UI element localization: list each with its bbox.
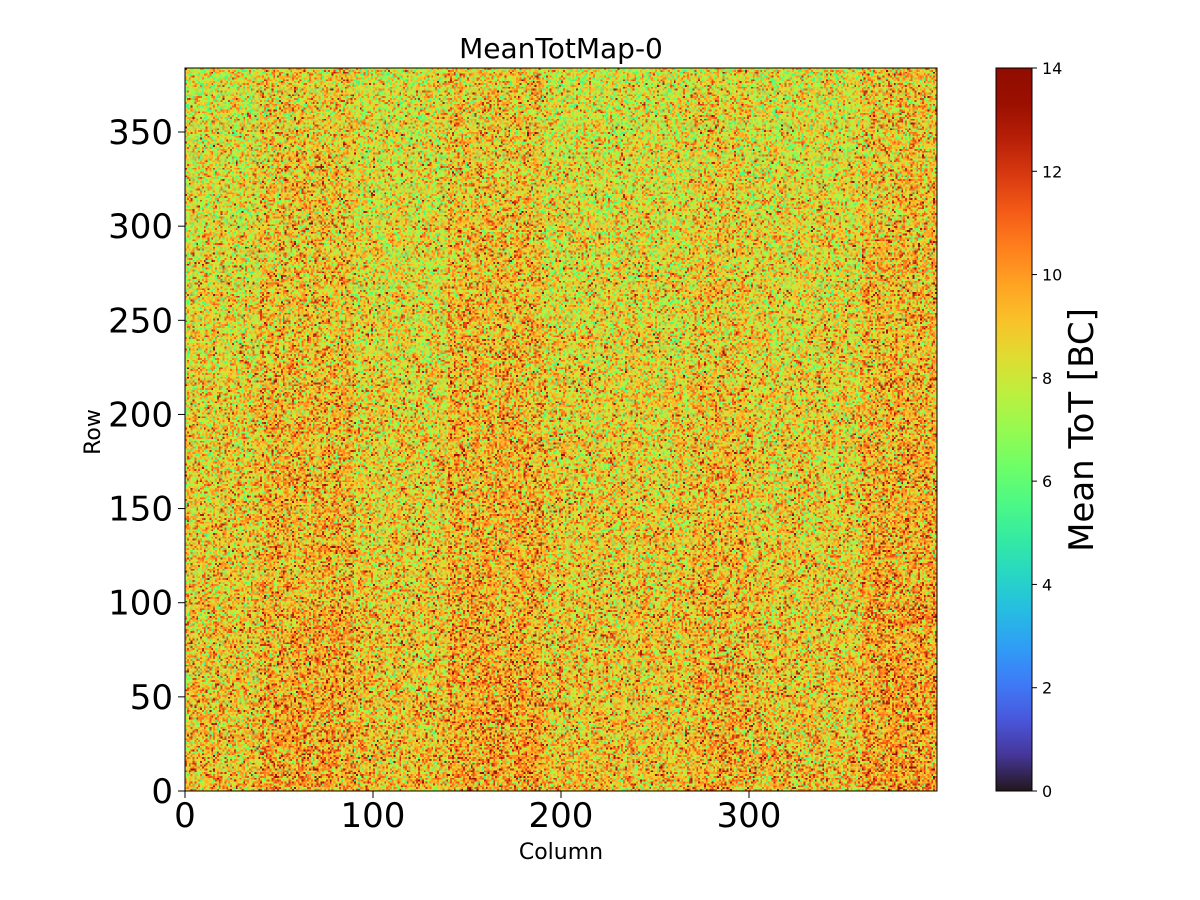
- y-axis-label: Row: [81, 409, 106, 455]
- colorbar-label: Mean ToT [BC]: [1062, 308, 1102, 552]
- y-tick-label: 150: [108, 490, 173, 530]
- plot-frame: [184, 67, 938, 792]
- colorbar-tick-label: 2: [1042, 679, 1052, 698]
- colorbar-axis: 0 2 4 6 8 10 12 14: [1032, 59, 1062, 801]
- y-tick-label: 50: [130, 678, 173, 718]
- colorbar: [995, 67, 1033, 792]
- y-tick-label: 200: [108, 395, 173, 435]
- x-axis: 0 100 200 300: [174, 791, 781, 836]
- x-tick-label: 300: [717, 796, 782, 836]
- colorbar-tick-label: 6: [1042, 472, 1052, 491]
- colorbar-tick-label: 12: [1042, 162, 1062, 181]
- x-tick-label: 200: [529, 796, 594, 836]
- chart-title: MeanTotMap-0: [459, 32, 663, 65]
- colorbar-tick-label: 10: [1042, 266, 1062, 285]
- x-tick-label: 100: [341, 796, 406, 836]
- colorbar-tick-label: 0: [1042, 782, 1052, 801]
- x-tick-label: 0: [174, 796, 196, 836]
- y-tick-label: 350: [108, 113, 173, 153]
- colorbar-tick-label: 14: [1042, 59, 1062, 78]
- y-tick-label: 300: [108, 207, 173, 247]
- heatmap-image: [185, 68, 937, 791]
- x-axis-label: Column: [519, 840, 603, 865]
- y-tick-label: 100: [108, 584, 173, 624]
- y-axis: 0 50 100 150 200 250 300 350: [108, 113, 185, 812]
- colorbar-tick-label: 8: [1042, 369, 1052, 388]
- y-tick-label: 0: [151, 772, 173, 812]
- colorbar-tick-label: 4: [1042, 575, 1052, 594]
- y-tick-label: 250: [108, 301, 173, 341]
